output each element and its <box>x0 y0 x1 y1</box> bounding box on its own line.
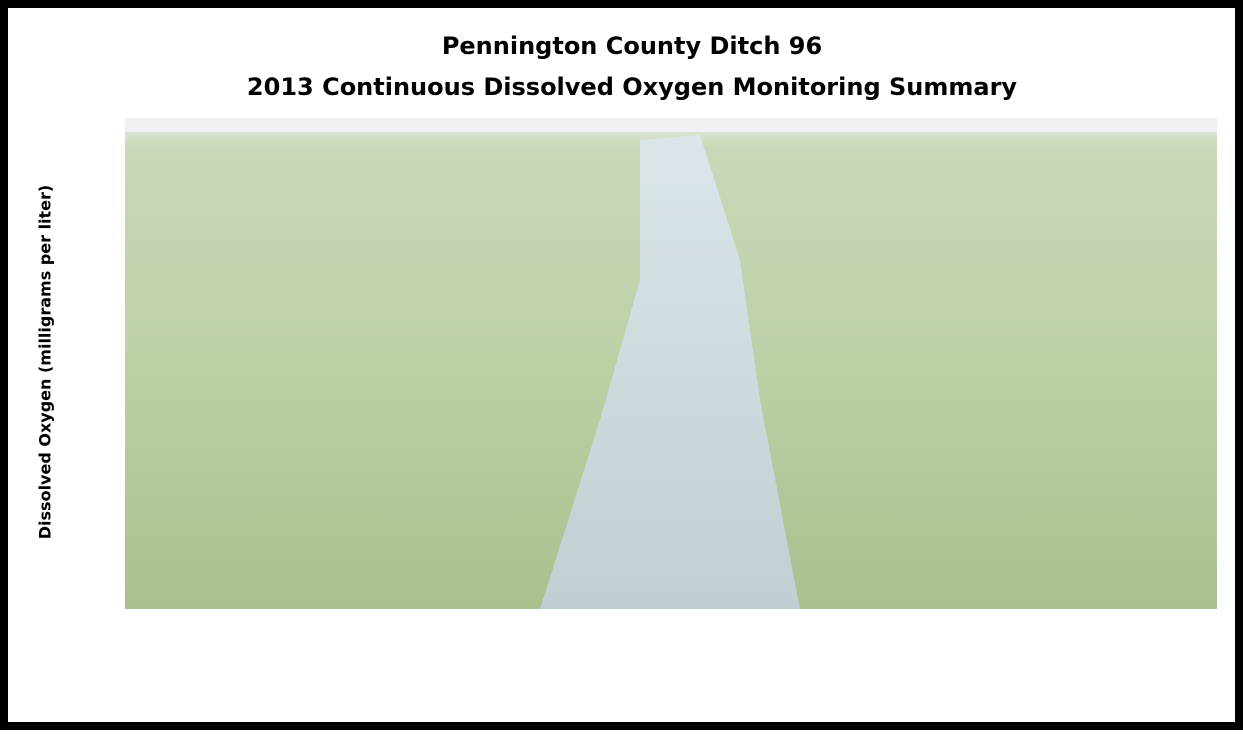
chart-subtitle: 2013 Continuous Dissolved Oxygen Monitor… <box>247 73 1017 101</box>
chart-title: Pennington County Ditch 96 <box>442 32 822 60</box>
chart: Pennington County Ditch 96 2013 Continuo… <box>0 0 1243 730</box>
y-axis-title: Dissolved Oxygen (milligrams per liter) <box>36 185 55 539</box>
page: Pennington County Ditch 96 2013 Continuo… <box>0 0 1243 734</box>
background-sky <box>125 118 1217 132</box>
